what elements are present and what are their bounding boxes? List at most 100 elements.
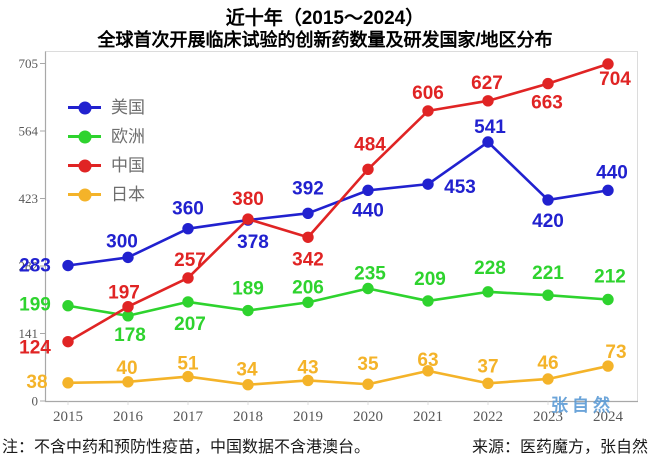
data-label: 189	[232, 279, 264, 300]
data-point	[422, 365, 434, 377]
legend-marker-europe-icon	[68, 130, 101, 143]
legend-label-japan: 日本	[111, 185, 145, 204]
data-point	[242, 379, 254, 391]
legend-marker-usa-icon	[68, 101, 101, 114]
x-tick-label: 2015	[53, 409, 83, 425]
chart-title-line1: 近十年（2015～2024）	[225, 8, 425, 29]
data-point	[182, 222, 194, 235]
x-tick-label: 2016	[113, 409, 144, 425]
watermark: 张自然	[551, 396, 614, 415]
legend-label-usa: 美国	[111, 98, 145, 117]
data-label: 453	[444, 177, 476, 198]
data-point	[542, 77, 554, 90]
data-point	[62, 335, 74, 348]
legend-item-usa: 美国	[68, 97, 145, 118]
data-point	[182, 296, 194, 308]
data-label: 207	[174, 314, 206, 335]
data-label: 378	[237, 232, 269, 253]
data-label: 73	[605, 342, 626, 363]
legend-marker-china-icon	[68, 159, 101, 172]
y-tick-label: 564	[19, 124, 39, 139]
chart-title-line2: 全球首次开展临床试验的创新药数量及研发国家/地区分布	[97, 30, 553, 50]
data-point	[302, 374, 314, 387]
data-point	[422, 105, 434, 117]
data-point	[422, 295, 434, 307]
data-label: 124	[19, 338, 51, 359]
data-point	[182, 272, 194, 284]
data-label: 37	[477, 356, 498, 377]
data-point	[62, 259, 74, 272]
data-label: 440	[352, 200, 384, 221]
data-point	[122, 376, 134, 388]
data-point	[482, 136, 494, 148]
data-point	[602, 184, 614, 197]
data-point	[62, 377, 74, 389]
data-label: 209	[414, 269, 446, 290]
data-point	[302, 207, 314, 220]
data-label: 704	[599, 69, 631, 90]
data-label: 63	[417, 350, 438, 371]
data-label: 235	[354, 264, 386, 285]
data-point	[362, 282, 374, 295]
series-line	[67, 62, 609, 343]
footnote-note: 注：不含中药和预防性疫苗，中国数据不含港澳台。	[2, 439, 371, 456]
series-欧洲: 199 178 207 189 206 235 209 228 221 212	[19, 258, 626, 346]
data-label: 283	[19, 256, 51, 277]
x-tick-label: 2024	[593, 409, 624, 425]
x-tick-label: 2022	[473, 409, 503, 425]
x-tick-label: 2017	[173, 409, 204, 425]
legend-item-china: 中国	[68, 155, 145, 176]
data-point	[602, 293, 614, 306]
data-point	[302, 296, 314, 309]
data-point	[242, 213, 254, 225]
data-point	[542, 194, 554, 206]
x-tick-label: 2019	[293, 409, 323, 425]
data-label: 199	[19, 295, 51, 316]
series-日本: 38 40 51 34 43 35 63 37 46 73	[26, 342, 626, 393]
data-label: 420	[532, 211, 564, 232]
series-line	[67, 364, 609, 387]
footnote-source: 来源：医药魔方，张自然	[471, 439, 648, 456]
footnote: 注：不含中药和预防性疫苗，中国数据不含港澳台。 来源：医药魔方，张自然	[2, 433, 648, 457]
chart-legend: 美国 欧洲 中国 日本	[68, 97, 145, 205]
data-point	[542, 289, 554, 301]
data-label: 34	[236, 360, 258, 381]
data-label: 360	[172, 199, 204, 220]
y-tick-label: 705	[19, 56, 39, 71]
data-point	[182, 370, 194, 383]
y-tick-label: 282	[19, 259, 39, 274]
series-中国: 124 197 257 380 342 484 606 627 663 704	[19, 58, 631, 359]
data-point	[602, 58, 614, 70]
data-point	[62, 300, 74, 312]
data-label: 206	[292, 277, 324, 298]
data-label: 484	[354, 134, 386, 155]
data-point	[362, 184, 374, 197]
data-point	[362, 378, 374, 390]
data-label: 663	[531, 93, 563, 114]
data-label: 38	[26, 372, 47, 393]
data-label: 221	[532, 263, 564, 284]
data-label: 46	[537, 353, 558, 374]
data-point	[122, 300, 134, 313]
legend-label-europe: 欧洲	[111, 127, 145, 146]
data-point	[122, 251, 134, 264]
legend-item-japan: 日本	[68, 184, 145, 205]
data-point	[302, 231, 314, 243]
data-point	[362, 163, 374, 175]
legend-label-china: 中国	[111, 156, 145, 175]
y-tick-label: 423	[19, 191, 39, 206]
data-label: 342	[292, 249, 324, 270]
data-label: 606	[412, 83, 444, 104]
data-label: 300	[106, 231, 138, 252]
x-tick-label: 2018	[233, 409, 263, 425]
data-label: 440	[596, 162, 628, 183]
data-label: 380	[232, 189, 264, 210]
data-label: 40	[116, 358, 137, 379]
data-label: 197	[108, 283, 140, 304]
legend-marker-japan-icon	[68, 188, 101, 201]
data-label: 178	[114, 325, 146, 346]
x-tick-label: 2023	[533, 409, 563, 425]
data-point	[482, 377, 494, 389]
x-tick-label: 2021	[413, 409, 443, 425]
